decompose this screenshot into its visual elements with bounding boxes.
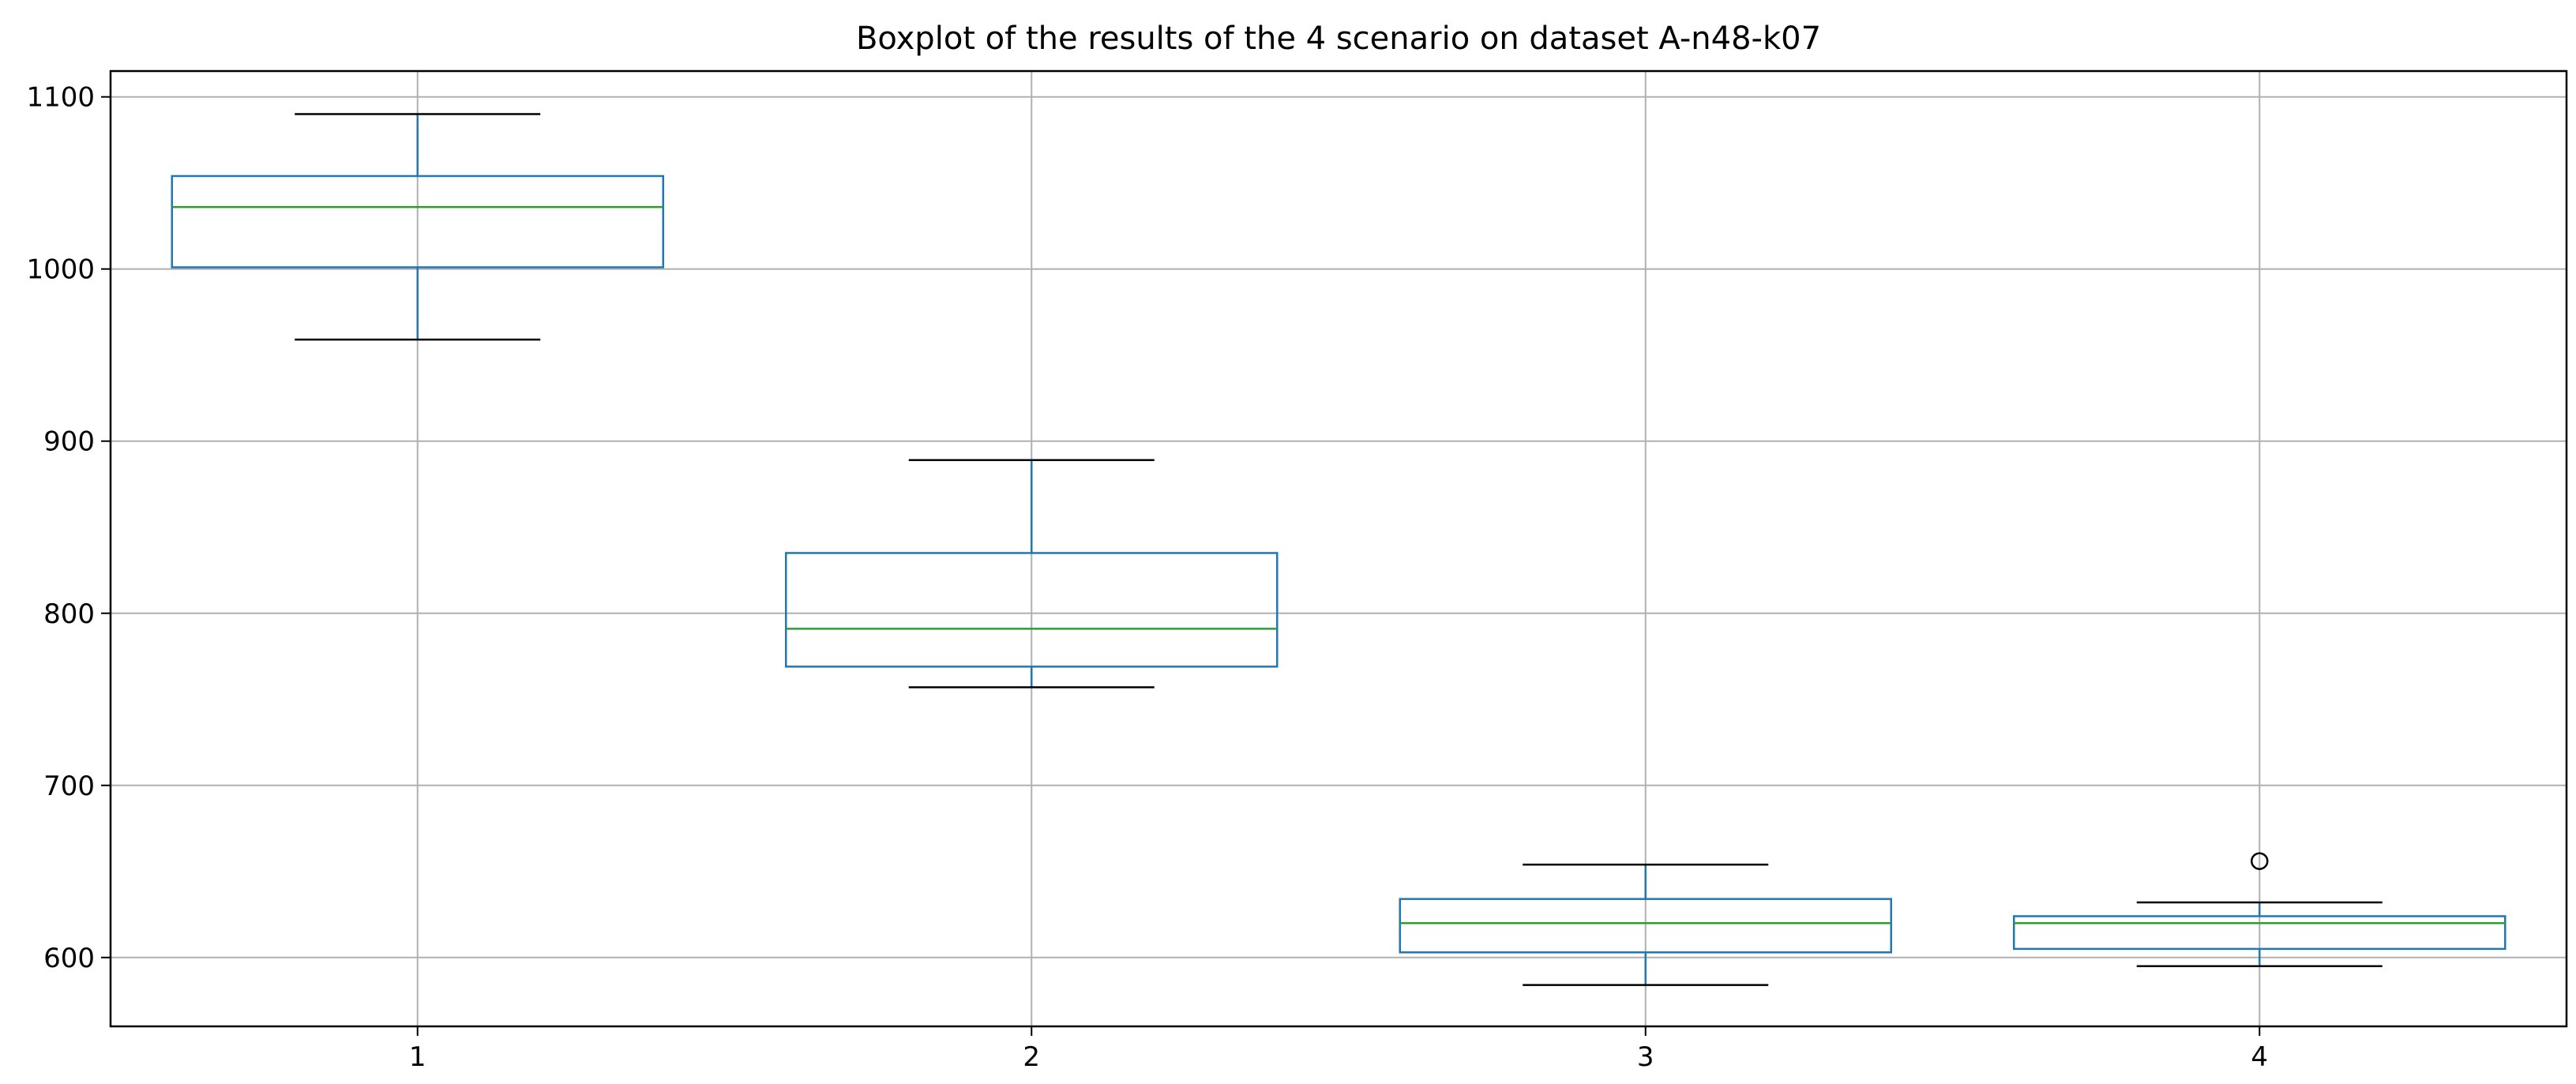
y-tick-label: 1100 bbox=[26, 82, 95, 114]
x-tick-label: 1 bbox=[409, 1041, 426, 1073]
box-2 bbox=[785, 459, 1279, 688]
box-4 bbox=[2013, 852, 2507, 967]
iqr-box bbox=[785, 552, 1279, 668]
y-tick-label: 900 bbox=[43, 426, 95, 458]
grid-lines bbox=[111, 71, 2567, 1026]
x-tick-label: 3 bbox=[1637, 1041, 1654, 1073]
x-tick-label: 4 bbox=[2251, 1041, 2268, 1073]
x-tick-label: 2 bbox=[1023, 1041, 1040, 1073]
box-3 bbox=[1399, 863, 1892, 986]
iqr-box bbox=[2013, 915, 2507, 951]
outlier-point bbox=[2251, 852, 2269, 870]
box-1 bbox=[171, 113, 664, 341]
y-tick-label: 800 bbox=[43, 598, 95, 630]
iqr-box bbox=[171, 174, 664, 268]
y-axis: 600 700 800 900 1000 1100 bbox=[26, 82, 111, 974]
y-tick-label: 700 bbox=[43, 771, 95, 802]
x-axis: 1 2 3 4 bbox=[409, 1026, 2268, 1073]
chart-title: Boxplot of the results of the 4 scenario… bbox=[856, 21, 1821, 57]
iqr-box bbox=[1399, 898, 1892, 954]
plot-area-frame bbox=[109, 69, 2568, 1028]
y-tick-label: 600 bbox=[43, 943, 95, 974]
box-series bbox=[171, 113, 2507, 986]
y-tick-label: 1000 bbox=[26, 254, 95, 286]
